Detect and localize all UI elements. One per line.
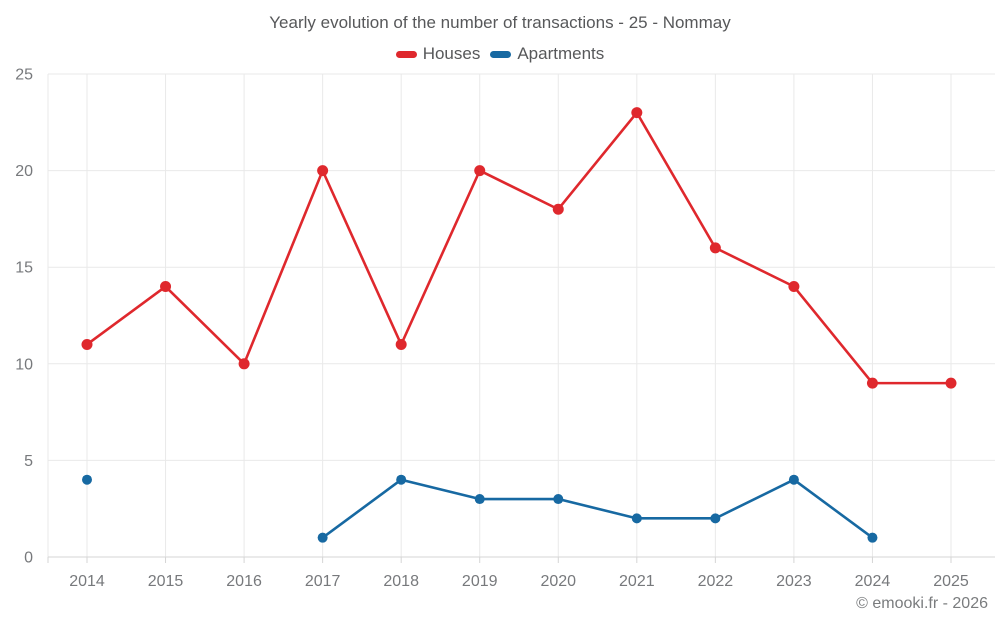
data-point-houses-2024[interactable] [866, 377, 878, 389]
x-axis-label-2020: 2020 [540, 573, 576, 590]
data-point-apartments-2022[interactable] [710, 513, 721, 524]
chart-legend: Houses Apartments [0, 44, 1000, 64]
x-axis-label-2019: 2019 [462, 573, 498, 590]
y-axis-label-25: 25 [15, 67, 33, 84]
data-point-houses-2016[interactable] [238, 358, 250, 370]
data-point-houses-2025[interactable] [945, 377, 957, 389]
houses-legend-label: Houses [422, 44, 481, 63]
apartments-legend-label: Apartments [517, 44, 605, 63]
data-point-apartments-2024[interactable] [867, 532, 878, 543]
data-point-houses-2021[interactable] [631, 107, 643, 119]
x-axis-label-2016: 2016 [226, 573, 262, 590]
x-axis-label-2024: 2024 [855, 573, 891, 590]
y-axis-label-0: 0 [24, 550, 33, 567]
x-axis-label-2015: 2015 [148, 573, 184, 590]
data-point-apartments-2021[interactable] [631, 513, 642, 524]
data-point-apartments-2014[interactable] [82, 474, 92, 485]
houses-legend-swatch [395, 50, 417, 58]
data-point-houses-2019[interactable] [474, 165, 486, 177]
chart-title: Yearly evolution of the number of transa… [269, 13, 731, 32]
data-point-apartments-2019[interactable] [474, 494, 485, 505]
data-point-houses-2018[interactable] [395, 338, 407, 350]
apartments-line-segment [321, 478, 874, 539]
y-axis-label-10: 10 [15, 356, 33, 373]
x-axis-label-2023: 2023 [776, 573, 812, 590]
data-point-houses-2017[interactable] [317, 165, 329, 177]
x-axis-label-2025: 2025 [933, 573, 969, 590]
legend-item-houses[interactable]: Houses [395, 44, 481, 64]
data-point-houses-2020[interactable] [552, 203, 564, 215]
y-axis-label-15: 15 [15, 260, 33, 277]
data-point-apartments-2023[interactable] [788, 474, 799, 485]
x-axis-label-2014: 2014 [69, 573, 105, 590]
data-point-houses-2023[interactable] [788, 281, 800, 293]
x-axis-label-2018: 2018 [383, 573, 419, 590]
x-axis-label-2021: 2021 [619, 573, 655, 590]
copyright-text: © emooki.fr - 2026 [856, 595, 988, 612]
y-axis-label-20: 20 [15, 163, 33, 180]
houses-line-segment [85, 111, 953, 385]
data-point-houses-2022[interactable] [709, 242, 721, 254]
apartments-legend-swatch [490, 50, 512, 58]
x-axis-label-2022: 2022 [698, 573, 734, 590]
data-point-apartments-2017[interactable] [317, 532, 328, 543]
legend-item-apartments[interactable]: Apartments [490, 44, 604, 64]
y-axis-label-5: 5 [24, 453, 33, 470]
data-point-houses-2014[interactable] [81, 338, 93, 350]
data-point-apartments-2020[interactable] [553, 494, 564, 505]
x-axis-label-2017: 2017 [305, 573, 341, 590]
data-point-apartments-2018[interactable] [396, 474, 407, 485]
data-point-houses-2015[interactable] [160, 281, 172, 293]
